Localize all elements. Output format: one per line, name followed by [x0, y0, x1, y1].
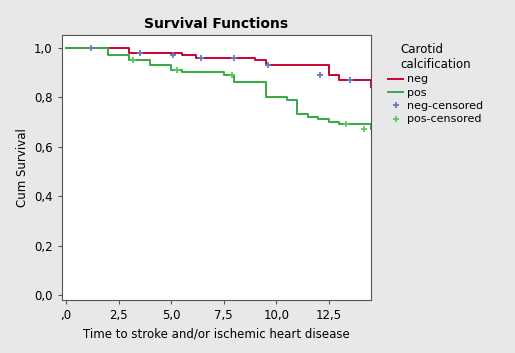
- X-axis label: Time to stroke and/or ischemic heart disease: Time to stroke and/or ischemic heart dis…: [83, 328, 350, 341]
- Title: Survival Functions: Survival Functions: [144, 17, 288, 31]
- Legend: neg, pos, neg-censored, pos-censored: neg, pos, neg-censored, pos-censored: [386, 41, 485, 127]
- Y-axis label: Cum Survival: Cum Survival: [15, 128, 29, 207]
